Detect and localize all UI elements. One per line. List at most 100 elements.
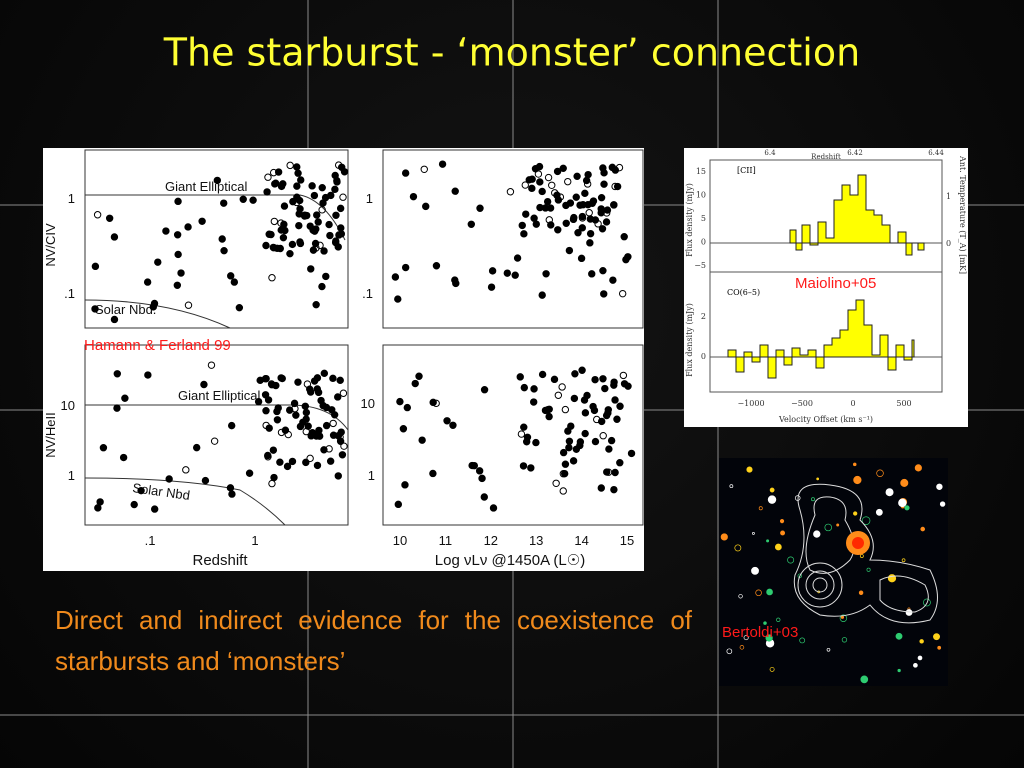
dot <box>553 167 562 176</box>
tick-label: 1 <box>366 191 373 206</box>
dot <box>286 249 294 258</box>
dot <box>113 404 121 412</box>
panel <box>709 271 943 393</box>
dot <box>572 193 580 201</box>
dot <box>586 229 595 238</box>
body-text: Direct and indirect evidence for the coe… <box>55 605 692 676</box>
dot <box>267 380 276 388</box>
dot <box>538 187 546 196</box>
dot <box>173 281 182 289</box>
dot <box>518 221 526 230</box>
dot <box>309 246 318 254</box>
source <box>769 666 775 672</box>
dot <box>339 389 348 397</box>
dot <box>403 403 412 412</box>
source <box>905 609 913 616</box>
dot <box>182 466 190 474</box>
dot <box>184 223 192 231</box>
dot <box>91 262 100 271</box>
dot <box>254 397 263 406</box>
dot <box>276 458 284 466</box>
axis-title: Redshift <box>192 552 248 569</box>
dot <box>573 172 581 181</box>
dot <box>227 421 236 430</box>
dot <box>554 226 562 234</box>
dot <box>586 239 594 247</box>
source <box>858 590 864 595</box>
dot <box>565 437 574 445</box>
dot <box>553 191 561 199</box>
dot <box>313 211 321 219</box>
source <box>739 645 745 650</box>
dot <box>113 370 121 378</box>
dot <box>310 377 319 385</box>
dot <box>329 431 338 439</box>
dot <box>581 409 590 417</box>
dot <box>578 224 586 232</box>
source <box>720 533 728 541</box>
dot <box>318 183 326 192</box>
dot <box>522 210 530 218</box>
figure-credit: Bertoldi+03 <box>722 624 798 641</box>
dot <box>273 407 281 416</box>
dot <box>597 209 605 217</box>
dot <box>336 437 345 446</box>
axis-title: Flux density (mJy) <box>685 183 694 257</box>
dot <box>600 169 608 177</box>
figure-hamann: Giant Elliptical Solar Nbd. Giant Ellipt… <box>43 148 644 571</box>
dot <box>150 299 159 308</box>
dot <box>511 271 519 279</box>
source <box>726 648 733 655</box>
model-curve <box>84 299 231 329</box>
dot <box>332 211 340 219</box>
dot <box>338 451 347 459</box>
source <box>811 497 815 502</box>
dot <box>295 221 303 230</box>
figure-bertoldi <box>719 458 948 686</box>
dot <box>326 457 335 465</box>
dot <box>340 168 349 176</box>
dot <box>559 448 568 457</box>
source <box>852 537 864 549</box>
dot <box>296 239 305 248</box>
dot <box>270 217 279 226</box>
dot <box>429 398 437 407</box>
figure-maiolino: [CII] CO(6–5) Redshift 6.4 6.42 6.44 Flu… <box>684 148 968 427</box>
tick-label: 2 <box>701 312 706 321</box>
figure-credit: Hamann & Ferland 99 <box>84 337 231 354</box>
dot <box>308 182 316 190</box>
dot <box>572 445 581 453</box>
dot <box>624 253 632 261</box>
dot <box>538 370 547 379</box>
dot <box>581 429 589 438</box>
dot <box>318 282 326 291</box>
source <box>901 558 906 563</box>
dot <box>165 475 173 483</box>
source <box>895 632 903 640</box>
source <box>936 483 943 490</box>
dot <box>611 468 619 477</box>
contour <box>797 562 843 608</box>
tick-label: 1 <box>251 533 258 548</box>
dot <box>449 421 457 429</box>
dot <box>227 272 235 280</box>
dot <box>569 215 578 224</box>
dot <box>478 474 486 483</box>
source <box>729 484 734 489</box>
dot <box>451 187 459 195</box>
source <box>852 462 857 467</box>
plot-label: Giant Elliptical <box>165 179 247 194</box>
dot <box>263 188 271 196</box>
dot <box>452 279 460 288</box>
dot <box>590 406 599 415</box>
dot <box>422 202 430 211</box>
dot <box>110 315 119 324</box>
dot <box>130 500 138 509</box>
source <box>743 635 749 641</box>
source <box>752 531 755 535</box>
source <box>766 588 773 596</box>
model-curve <box>84 477 286 526</box>
dot <box>334 161 343 169</box>
tick-label: −1000 <box>737 399 764 408</box>
